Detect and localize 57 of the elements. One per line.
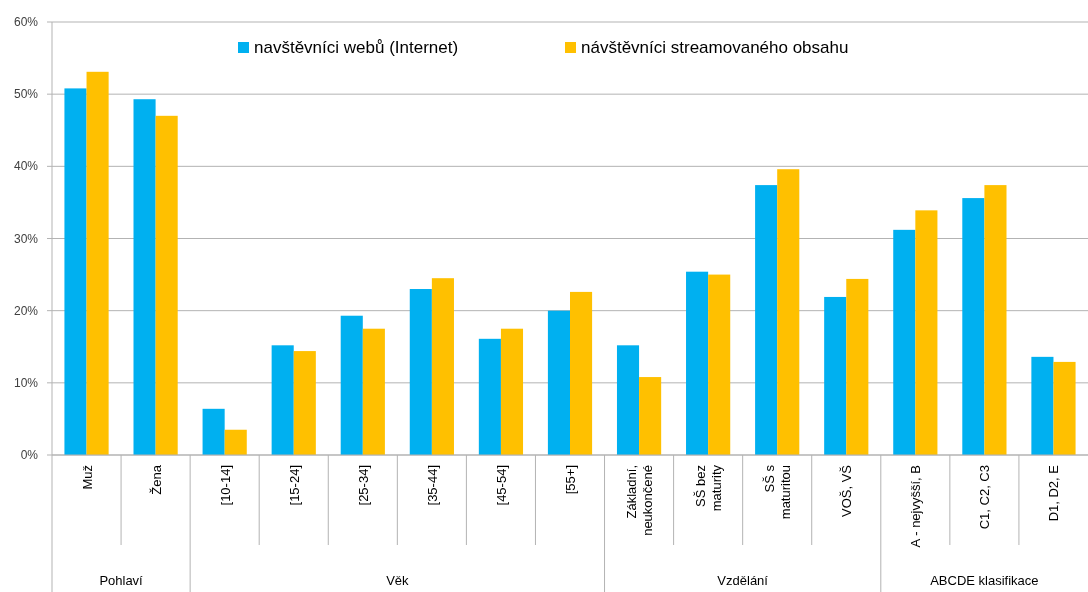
bar (777, 169, 800, 455)
text: Věk (386, 573, 410, 588)
bar (202, 408, 225, 455)
bar (1053, 361, 1076, 455)
y-tick-label: 10% (13, 375, 39, 390)
bar (500, 328, 524, 455)
y-tick-label: 50% (13, 87, 39, 102)
text: ABCDE klasifikace (930, 573, 1039, 588)
x-tick-label: SŠ bez maturity (693, 464, 725, 512)
legend-label: návštěvníci streamovaného obsahu (581, 38, 849, 57)
bar (340, 315, 363, 455)
y-tick-label: 60% (13, 15, 39, 29)
bar (915, 210, 938, 455)
x-tick-label: [35-44] (424, 465, 440, 506)
x-tick-label: [25-34] (355, 465, 371, 506)
text: Vzdělání (717, 573, 769, 588)
bar (984, 185, 1007, 455)
bar (64, 88, 87, 455)
bar (639, 377, 662, 455)
bar (271, 345, 294, 455)
y-tick-label: 20% (13, 303, 39, 318)
bar (293, 351, 316, 455)
bar (547, 310, 570, 455)
y-tick-label: 30% (13, 231, 39, 246)
bar (155, 115, 178, 455)
bar (708, 274, 731, 455)
bar (478, 338, 501, 455)
y-tick-label: 40% (13, 159, 39, 174)
bar (893, 229, 916, 455)
bar (824, 296, 847, 455)
x-tick-label: [10-14] (217, 465, 233, 506)
bar (846, 278, 869, 455)
bar (962, 198, 985, 455)
x-tick-label: VOŠ, VŠ (839, 464, 855, 518)
bar (224, 429, 247, 455)
bar (616, 345, 640, 455)
legend-label: navštěvníci webů (Internet) (254, 38, 459, 57)
x-tick-label: Žena (148, 464, 164, 495)
x-tick-label: Muž (79, 465, 95, 490)
bar (1031, 356, 1054, 455)
x-tick-label: [45-54] (493, 465, 509, 506)
x-tick-label: D1, D2, E (1046, 464, 1062, 522)
text: Pohlaví (99, 573, 144, 588)
bar (409, 289, 432, 455)
bar (362, 328, 385, 455)
x-tick-label: Základní, neukončené (624, 465, 656, 536)
bar (570, 291, 593, 455)
x-tick-label: A - nejvyšší, B (908, 465, 924, 548)
bar (755, 185, 778, 455)
y-tick-label: 0% (20, 448, 39, 462)
bar (431, 278, 454, 455)
x-tick-label: [15-24] (286, 465, 302, 506)
bar (86, 71, 109, 455)
x-tick-label: [55+] (563, 465, 578, 495)
x-tick-label: C1, C2, C3 (977, 465, 993, 530)
bar (686, 271, 709, 455)
bar (133, 99, 156, 455)
